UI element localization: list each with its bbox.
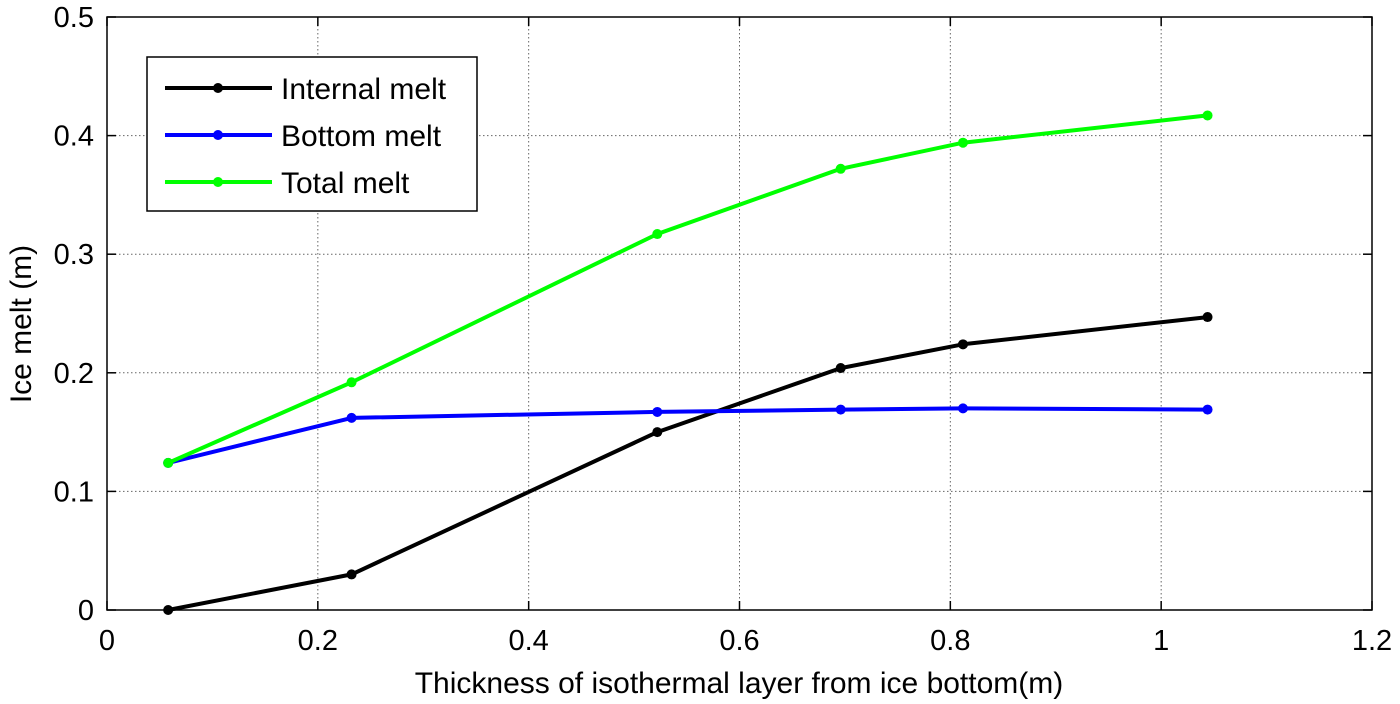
legend-label: Internal melt — [281, 73, 447, 106]
y-tick-label: 0.3 — [54, 239, 94, 271]
y-tick-label: 0 — [78, 595, 94, 627]
x-tick-label: 0 — [99, 625, 115, 657]
data-point — [346, 377, 357, 388]
legend-swatch-marker — [213, 83, 223, 93]
data-point — [1202, 110, 1213, 121]
y-tick-label: 0.4 — [54, 121, 94, 153]
y-tick-label: 0.1 — [54, 476, 94, 508]
data-point — [652, 406, 663, 417]
data-point — [1202, 404, 1213, 415]
x-tick-label: 0.4 — [509, 625, 549, 657]
data-point — [1202, 312, 1213, 323]
data-point — [835, 363, 846, 374]
data-point — [835, 163, 846, 174]
y-tick-label: 0.2 — [54, 358, 94, 390]
x-tick-label: 1.2 — [1352, 625, 1392, 657]
data-point — [346, 412, 357, 423]
series-lines — [163, 110, 1213, 615]
legend: Internal melt Bottom melt Total melt — [146, 56, 478, 212]
x-axis-ticks: 0 0.2 0.4 0.6 0.8 1 1.2 — [99, 17, 1392, 657]
data-point — [163, 605, 174, 615]
x-tick-label: 0.6 — [719, 625, 759, 657]
series-line-1 — [167, 406, 1208, 465]
x-tick-label: 1 — [1153, 625, 1169, 657]
x-tick-label: 0.8 — [930, 625, 970, 657]
series-line-0 — [167, 315, 1208, 612]
data-point — [957, 403, 968, 414]
legend-label: Total melt — [281, 167, 410, 200]
series-line-2 — [167, 113, 1208, 465]
data-point — [835, 404, 846, 415]
data-point — [652, 427, 663, 438]
data-point — [163, 457, 174, 468]
grid-lines — [107, 17, 1372, 610]
x-axis-label: Thickness of isothermal layer from ice b… — [415, 667, 1064, 700]
data-point — [957, 339, 968, 350]
legend-swatch-marker — [213, 177, 223, 187]
data-point — [652, 229, 663, 240]
legend-swatch-marker — [213, 130, 223, 140]
x-tick-label: 0.2 — [298, 625, 338, 657]
legend-label: Bottom melt — [281, 120, 442, 153]
y-tick-label: 0.5 — [54, 2, 94, 34]
y-axis-ticks: 0 0.1 0.2 0.3 0.4 0.5 — [54, 2, 1372, 627]
data-point — [957, 137, 968, 148]
data-point — [346, 569, 357, 580]
y-axis-label: Ice melt (m) — [5, 245, 38, 403]
